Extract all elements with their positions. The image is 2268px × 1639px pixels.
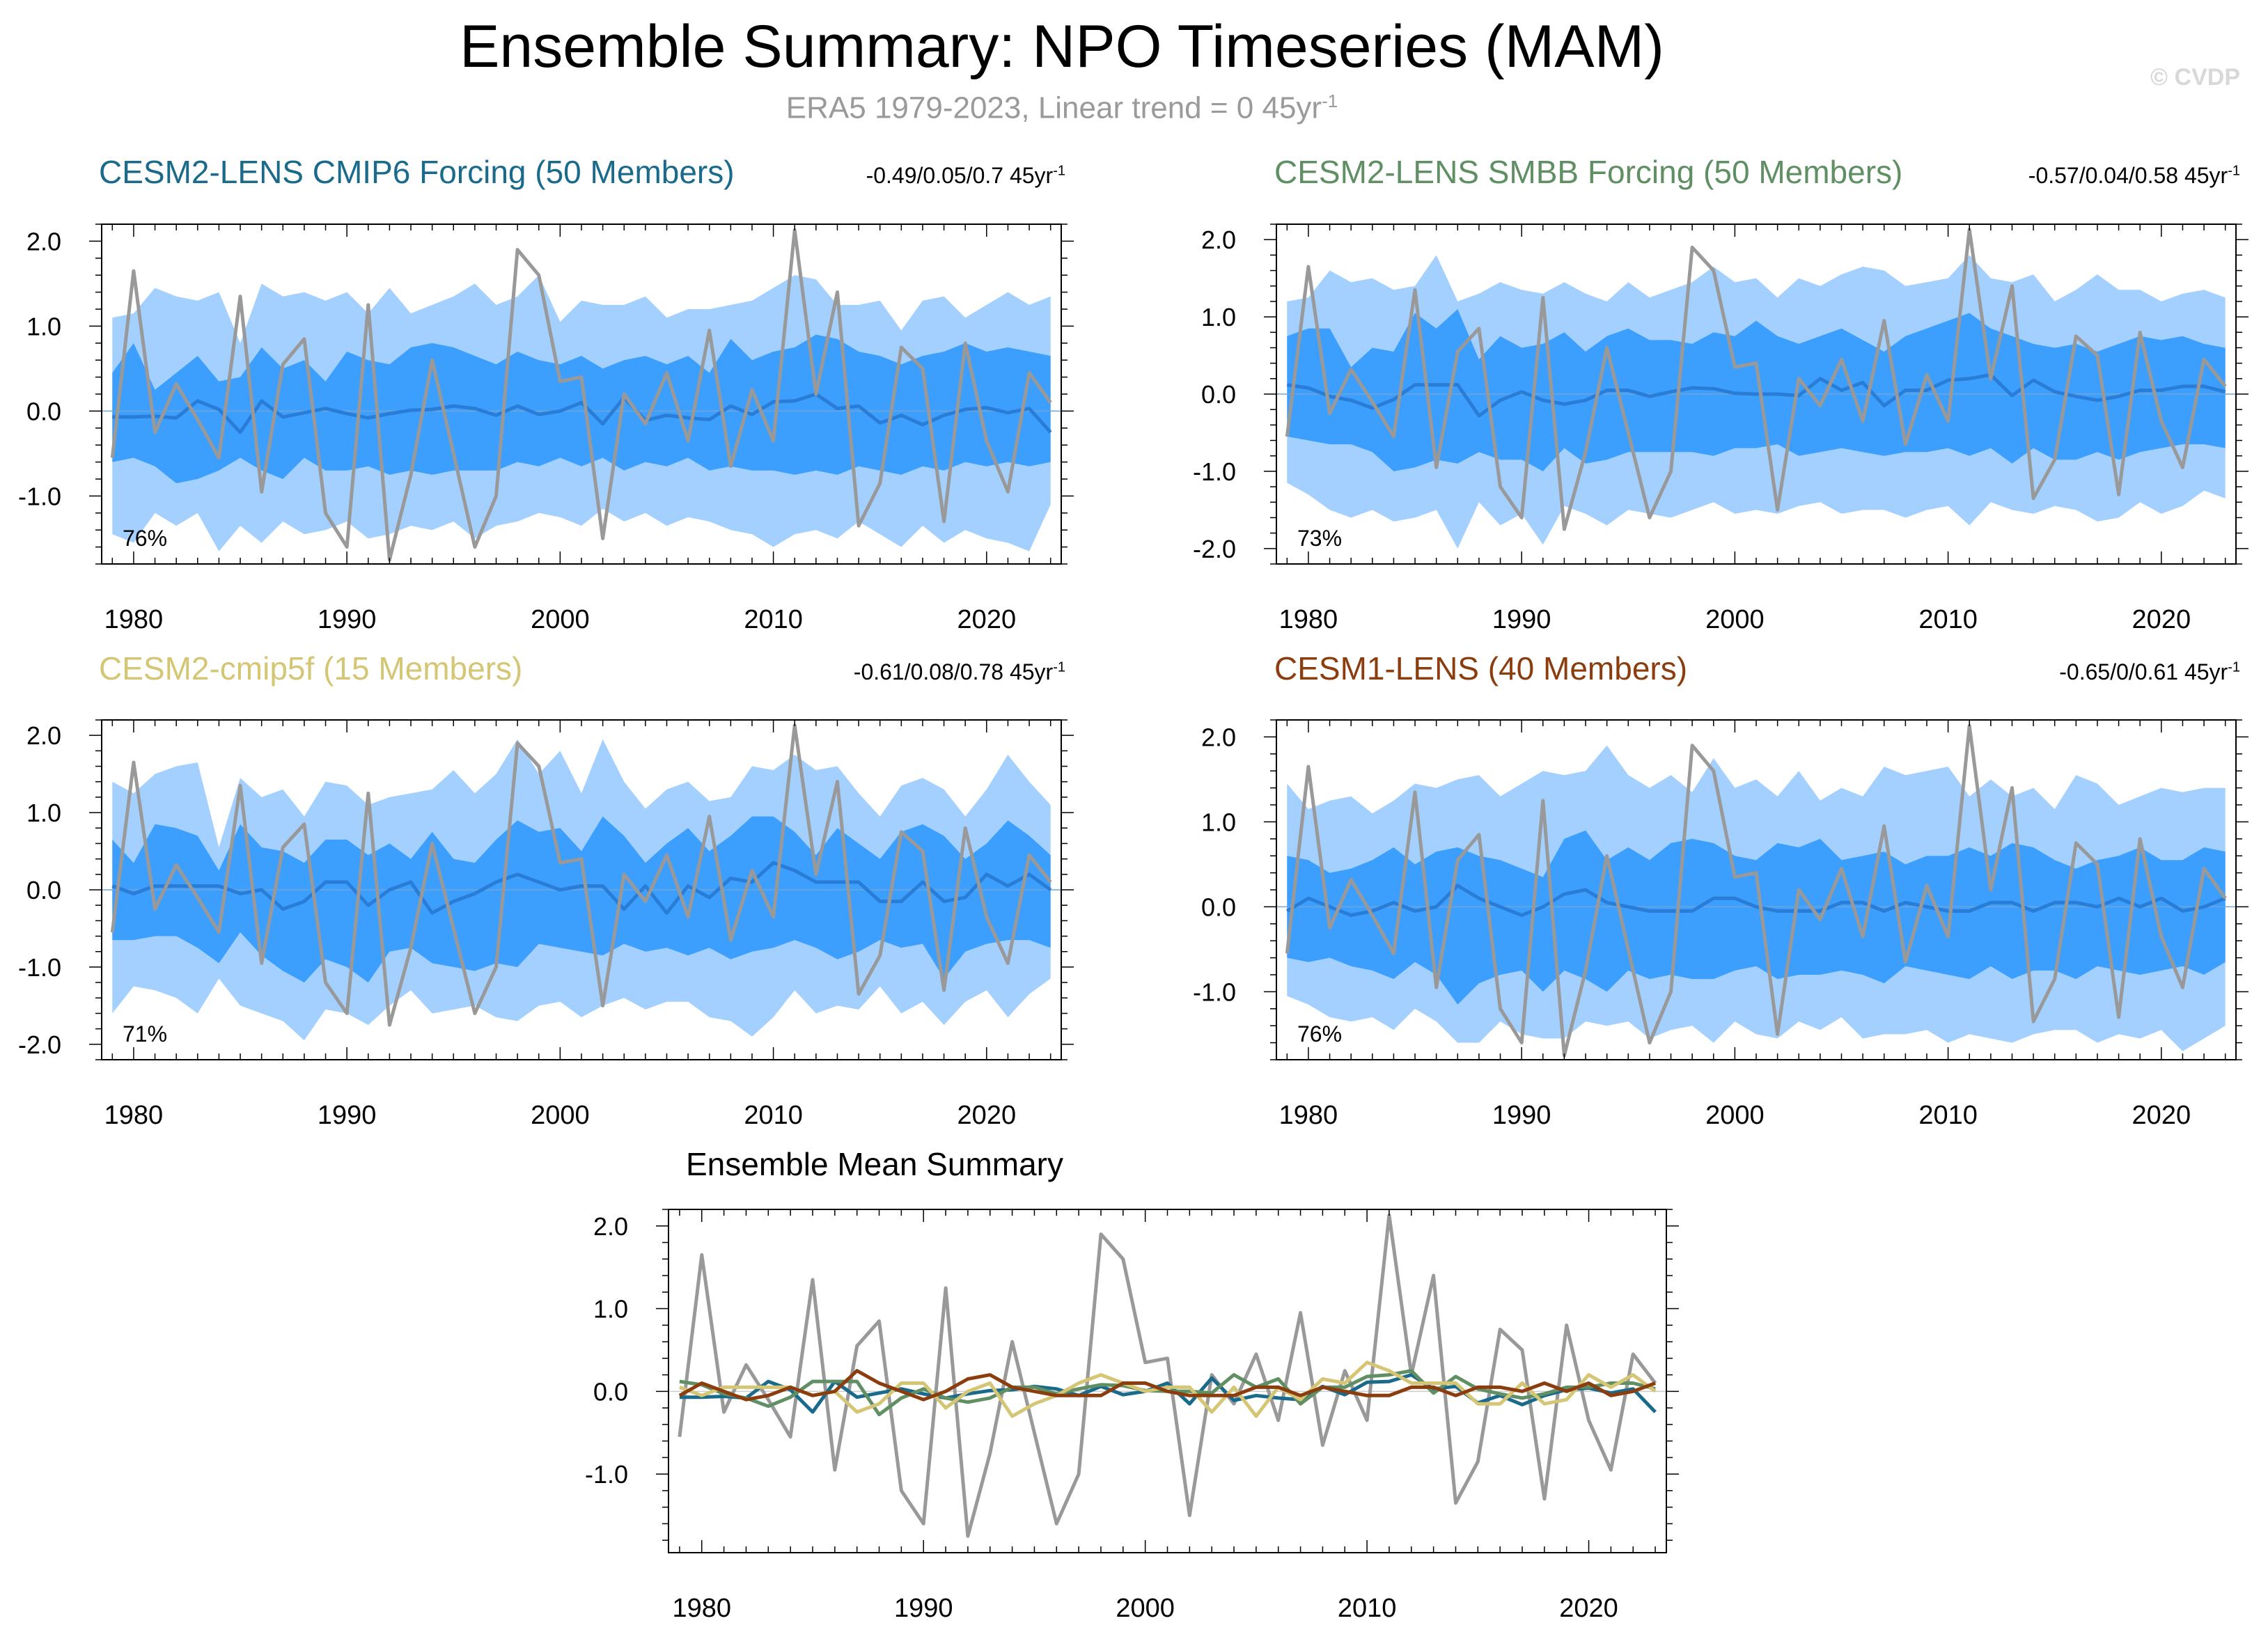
- y-tick-label: -1.0: [1193, 457, 1236, 486]
- series-line-era5: [678, 1213, 1657, 1538]
- panel-title-cesm2-smbb: CESM2-LENS SMBB Forcing (50 Members): [1274, 154, 1903, 190]
- x-tick-label: 2020: [957, 1101, 1017, 1130]
- x-tick-label: 1990: [1492, 1101, 1551, 1130]
- y-tick-label: 2.0: [1201, 226, 1236, 254]
- y-tick-label: 2.0: [593, 1212, 628, 1241]
- subtitle-text: ERA5 1979-2023, Linear trend = 0 45yr: [785, 91, 1322, 125]
- panel-stats-cesm1-lens: -0.65/0/0.61 45yr-1: [2059, 659, 2240, 685]
- percent-label: 76%: [123, 526, 167, 551]
- x-tick-label: 2020: [1559, 1594, 1618, 1623]
- band-25-75: [112, 334, 1051, 484]
- plot-area: [668, 1213, 1666, 1538]
- x-tick-label: 1990: [318, 1101, 377, 1130]
- stats-exponent: -1: [2228, 163, 2240, 179]
- stats-text: -0.61/0.08/0.78 45yr: [853, 659, 1054, 684]
- panel-title-cesm2-cmip6: CESM2-LENS CMIP6 Forcing (50 Members): [99, 154, 735, 190]
- obs-line: [1285, 228, 2227, 531]
- band-25-75: [1287, 830, 2226, 1005]
- chart-panel-cesm2-cmip6: 1980 1990 2000 2010 2020 -1.0 0.0 1.0 2.0 76%: [18, 224, 1074, 634]
- ensemble-mean-line: [1286, 372, 2226, 418]
- x-tick-label: 1980: [104, 605, 164, 634]
- series-line-cesm2-cmip5f: [679, 1360, 1657, 1418]
- stats-exponent: -1: [1053, 659, 1065, 675]
- y-tick-label: 2.0: [1201, 723, 1236, 751]
- panel-title-ensemble-mean: Ensemble Mean Summary: [686, 1146, 1063, 1182]
- panel-title-cesm2-cmip5f: CESM2-cmip5f (15 Members): [99, 650, 523, 687]
- y-tick-label: 1.0: [593, 1295, 628, 1324]
- cvdp-watermark: © CVDP: [2150, 64, 2240, 91]
- x-tick-label: 1990: [318, 605, 377, 634]
- plot-area: [102, 228, 1061, 562]
- obs-line: [110, 723, 1052, 1027]
- chart-panel-cesm1-lens: 1980 1990 2000 2010 2020 -1.0 0.0 1.0 2.0 76%: [1193, 719, 2249, 1130]
- ensemble-mean-line: [1286, 884, 2226, 918]
- y-tick-label: 0.0: [1201, 380, 1236, 409]
- x-tick-label: 2000: [531, 605, 590, 634]
- y-tick-label: -1.0: [18, 482, 61, 510]
- y-tick-label: 2.0: [26, 721, 61, 750]
- obs-line: [1285, 724, 2227, 1058]
- stats-exponent: -1: [1053, 163, 1065, 179]
- chart-panel-ensemble-mean-summary: 1980 1990 2000 2010 2020 -1.0 0.0 1.0 2.0: [585, 1209, 1679, 1623]
- x-tick-label: 1990: [1492, 605, 1551, 634]
- panel-stats-cesm2-cmip6: -0.49/0.05/0.7 45yr-1: [866, 163, 1065, 189]
- stats-exponent: -1: [2228, 659, 2240, 675]
- panel-stats-cesm2-smbb: -0.57/0.04/0.58 45yr-1: [2028, 163, 2240, 189]
- page-subtitle: ERA5 1979-2023, Linear trend = 0 45yr-1: [0, 91, 2124, 126]
- obs-line: [110, 228, 1052, 562]
- y-tick-label: 1.0: [26, 312, 61, 340]
- y-tick-label: 0.0: [593, 1377, 628, 1406]
- plot-area: [1276, 724, 2236, 1058]
- chart-panel-cesm2-smbb: 1980 1990 2000 2010 2020 -2.0 -1.0 0.0 1.0 2.0 73%: [1193, 224, 2249, 634]
- stats-text: -0.65/0/0.61 45yr: [2059, 659, 2228, 684]
- x-tick-label: 1980: [1279, 1101, 1338, 1130]
- x-tick-label: 2010: [744, 605, 803, 634]
- subtitle-exponent: -1: [1322, 91, 1338, 111]
- x-tick-label: 2000: [1116, 1594, 1175, 1623]
- plot-area: [1276, 228, 2236, 549]
- percent-label: 76%: [1297, 1021, 1342, 1046]
- page-title: Ensemble Summary: NPO Timeseries (MAM): [460, 13, 1664, 80]
- x-tick-label: 2020: [957, 605, 1017, 634]
- y-tick-label: -1.0: [18, 953, 61, 982]
- y-tick-label: 0.0: [26, 876, 61, 904]
- stats-text: -0.49/0.05/0.7 45yr: [866, 163, 1054, 188]
- y-tick-label: 0.0: [1201, 893, 1236, 921]
- percent-label: 73%: [1297, 526, 1342, 551]
- x-tick-label: 1990: [894, 1594, 953, 1623]
- x-tick-label: 2000: [1705, 1101, 1765, 1130]
- y-tick-label: 1.0: [26, 799, 61, 827]
- x-tick-label: 2000: [531, 1101, 590, 1130]
- y-tick-label: -2.0: [18, 1030, 61, 1059]
- stats-text: -0.57/0.04/0.58 45yr: [2028, 163, 2228, 188]
- x-tick-label: 2020: [2132, 1101, 2191, 1130]
- y-tick-label: -1.0: [585, 1460, 628, 1489]
- x-tick-label: 1980: [104, 1101, 164, 1130]
- y-tick-label: 2.0: [26, 227, 61, 256]
- panel-title-cesm1-lens: CESM1-LENS (40 Members): [1274, 650, 1688, 687]
- ensemble-mean-line: [112, 392, 1052, 434]
- ensemble-mean-line: [111, 861, 1052, 915]
- percent-label: 71%: [123, 1021, 167, 1046]
- x-tick-label: 2010: [744, 1101, 803, 1130]
- x-tick-label: 2020: [2132, 605, 2191, 634]
- x-tick-label: 2010: [1918, 605, 1978, 634]
- y-tick-label: 0.0: [26, 397, 61, 425]
- x-tick-label: 1980: [672, 1594, 731, 1623]
- y-tick-label: 1.0: [1201, 303, 1236, 331]
- band-25-75: [112, 816, 1051, 983]
- x-tick-label: 2010: [1918, 1101, 1978, 1130]
- series-line-cesm1-lens: [678, 1369, 1656, 1402]
- band-25-75: [1287, 309, 2226, 471]
- y-tick-label: -2.0: [1193, 535, 1236, 563]
- y-tick-label: -1.0: [1193, 978, 1236, 1006]
- x-tick-label: 2010: [1338, 1594, 1397, 1623]
- y-tick-label: 1.0: [1201, 808, 1236, 836]
- x-tick-label: 1980: [1279, 605, 1338, 634]
- panel-stats-cesm2-cmip5f: -0.61/0.08/0.78 45yr-1: [854, 659, 1065, 685]
- chart-panel-cesm2-cmip5f: 1980 1990 2000 2010 2020 -2.0 -1.0 0.0 1.0 2.0 71%: [18, 719, 1074, 1130]
- plot-area: [102, 723, 1061, 1041]
- x-tick-label: 2000: [1705, 605, 1765, 634]
